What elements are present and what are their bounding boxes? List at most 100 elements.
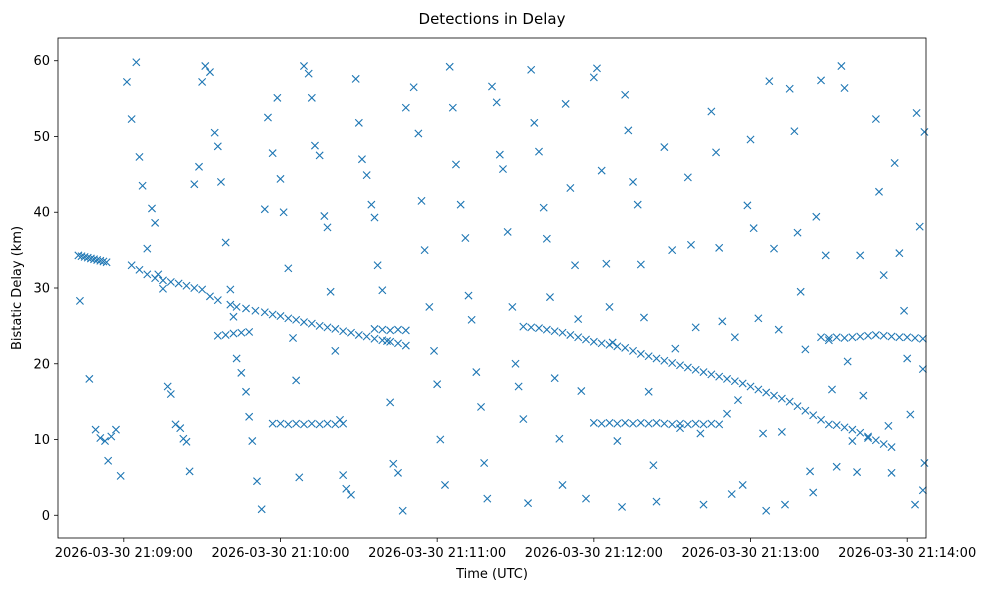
detection-marker [127, 115, 136, 124]
detection-marker [409, 83, 418, 92]
detection-marker [809, 488, 818, 497]
detection-marker [174, 279, 183, 288]
detection-marker [307, 419, 316, 428]
detection-marker [370, 324, 379, 333]
detection-marker [251, 306, 260, 315]
detection-marker [138, 181, 147, 190]
detection-marker [445, 62, 454, 71]
detection-marker [824, 336, 833, 345]
x-tick-label: 2026-03-30 21:12:00 [525, 546, 663, 561]
detection-marker [749, 224, 758, 233]
detection-marker [762, 388, 771, 397]
detection-marker [102, 258, 111, 267]
detection-marker [605, 418, 614, 427]
detection-marker [221, 238, 230, 247]
detection-marker [373, 261, 382, 270]
detection-marker [83, 253, 92, 262]
detection-marker [840, 423, 849, 432]
detection-marker [163, 382, 172, 391]
detection-marker [636, 418, 645, 427]
detection-marker [879, 331, 888, 340]
detection-marker [743, 201, 752, 210]
detection-marker [448, 103, 457, 112]
detection-marker [347, 490, 355, 499]
detection-marker [323, 223, 332, 232]
detection-marker [832, 421, 841, 430]
detection-marker [853, 468, 862, 477]
detection-marker [260, 308, 269, 317]
y-tick-label: 10 [33, 433, 50, 448]
detection-marker [456, 200, 465, 209]
detection-marker [135, 152, 144, 161]
detection-marker [859, 391, 868, 400]
detection-marker [362, 171, 371, 180]
detection-marker [660, 356, 669, 365]
detection-marker [213, 331, 222, 340]
detection-marker [629, 177, 637, 186]
detection-marker [467, 315, 476, 324]
y-axis-label: Bistatic Delay (km) [10, 226, 25, 350]
detection-marker [918, 334, 927, 343]
detection-marker [122, 77, 131, 86]
detection-marker [777, 427, 786, 436]
detection-marker [495, 150, 504, 159]
detection-marker [790, 127, 799, 136]
detection-marker [331, 346, 340, 355]
detection-marker [295, 473, 304, 482]
detection-marker [817, 333, 826, 342]
detection-marker [856, 251, 865, 260]
detection-marker [93, 255, 102, 264]
detection-marker [582, 335, 590, 344]
detection-marker [707, 419, 716, 428]
detection-marker [527, 65, 536, 74]
y-tick-label: 60 [33, 54, 50, 69]
detection-marker [514, 382, 523, 391]
detection-marker [730, 377, 739, 386]
detection-marker [414, 129, 423, 138]
x-tick-label: 2026-03-30 21:13:00 [681, 546, 819, 561]
detection-marker [890, 159, 899, 167]
detection-marker [91, 425, 100, 434]
detection-marker [715, 372, 724, 381]
detection-marker [843, 357, 852, 366]
detection-marker [715, 243, 724, 252]
detection-marker [707, 107, 716, 116]
detection-marker [96, 256, 105, 265]
detection-marker [837, 62, 846, 71]
detection-marker [918, 365, 927, 374]
detection-marker [608, 338, 617, 347]
detection-marker [589, 73, 598, 82]
detection-marker [245, 327, 254, 336]
detection-marker [90, 255, 99, 264]
detection-marker [276, 312, 285, 321]
detection-marker [273, 93, 282, 102]
detection-marker [524, 499, 533, 508]
detection-marker [323, 323, 332, 332]
detection-marker [96, 434, 105, 442]
detection-marker [561, 99, 570, 108]
detection-marker [248, 437, 257, 446]
detection-marker [299, 318, 308, 327]
y-tick-label: 0 [42, 509, 50, 524]
detection-marker [323, 419, 332, 428]
detection-marker [558, 480, 567, 489]
detection-marker [477, 402, 486, 411]
detection-marker [699, 420, 708, 429]
detection-marker [268, 149, 277, 158]
detection-marker [633, 200, 642, 209]
detection-marker [652, 354, 661, 363]
detection-marker [639, 313, 648, 322]
detection-marker [195, 162, 203, 171]
detection-marker [848, 425, 857, 434]
detection-marker [668, 420, 677, 429]
detection-marker [644, 352, 653, 361]
detection-marker [226, 300, 235, 309]
y-tick-label: 50 [33, 130, 50, 145]
detection-marker [171, 420, 180, 429]
detection-marker [871, 115, 880, 124]
detection-marker [558, 328, 567, 337]
chart-title: Detections in Delay [419, 10, 566, 28]
detection-marker [912, 109, 921, 117]
detection-marker [107, 432, 116, 441]
